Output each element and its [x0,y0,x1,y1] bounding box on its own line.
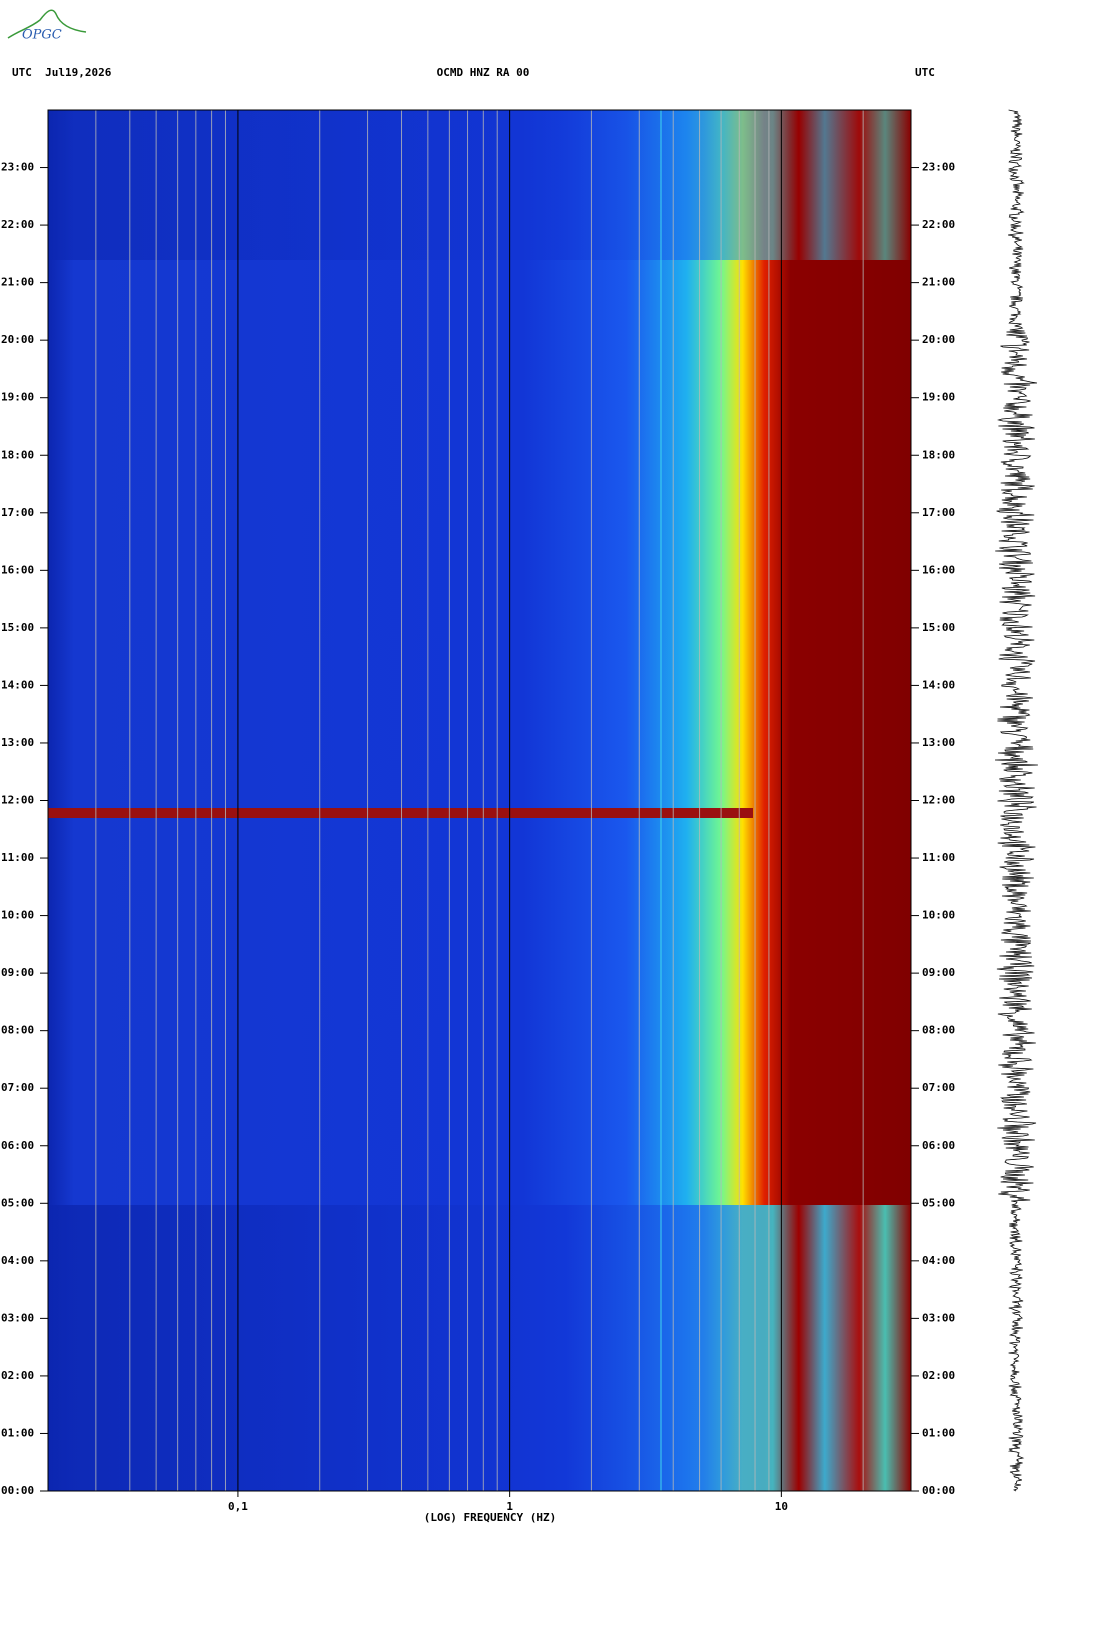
y-tick-label: 11:00 [922,851,955,864]
y-tick-label: 19:00 [1,391,34,404]
y-tick-label: 10:00 [922,909,955,922]
y-tick-label: 23:00 [922,161,955,174]
y-tick-label: 21:00 [1,276,34,289]
y-tick-label: 16:00 [1,563,34,576]
chart-title: OCMD HNZ RA 00 [437,66,530,79]
y-tick-label: 20:00 [1,333,34,346]
header-right: UTC [915,66,935,79]
y-tick-label: 13:00 [1,736,34,749]
y-tick-label: 13:00 [922,736,955,749]
y-tick-label: 20:00 [922,333,955,346]
y-tick-label: 06:00 [922,1139,955,1152]
y-tick-label: 12:00 [1,794,34,807]
y-tick-label: 00:00 [922,1484,955,1497]
y-tick-label: 12:00 [922,794,955,807]
y-tick-label: 15:00 [922,621,955,634]
y-tick-label: 15:00 [1,621,34,634]
y-tick-label: 16:00 [922,563,955,576]
y-tick-label: 09:00 [1,966,34,979]
y-tick-label: 08:00 [1,1024,34,1037]
y-tick-label: 02:00 [922,1369,955,1382]
y-tick-label: 10:00 [1,909,34,922]
x-tick-label: 0,1 [228,1500,248,1513]
y-tick-label: 05:00 [922,1196,955,1209]
transient-band [48,808,753,818]
y-tick-label: 11:00 [1,851,34,864]
y-tick-label: 17:00 [1,506,34,519]
y-tick-label: 04:00 [922,1254,955,1267]
y-tick-label: 22:00 [1,218,34,231]
y-tick-label: 05:00 [1,1196,34,1209]
y-tick-label: 07:00 [922,1081,955,1094]
y-tick-label: 01:00 [922,1426,955,1439]
y-tick-label: 17:00 [922,506,955,519]
y-tick-label: 03:00 [1,1311,34,1324]
y-tick-label: 01:00 [1,1426,34,1439]
x-tick-label: 1 [506,1500,513,1513]
y-tick-label: 21:00 [922,276,955,289]
seismogram-trace [994,109,1038,1492]
logo-swoosh [7,9,87,39]
y-tick-label: 18:00 [1,448,34,461]
spectrum-quiet-night [48,1205,911,1491]
x-axis-label: (LOG) FREQUENCY (HZ) [424,1511,556,1524]
y-tick-label: 09:00 [922,966,955,979]
plot-frame [47,109,912,1492]
y-tick-label: 07:00 [1,1081,34,1094]
y-tick-label: 08:00 [922,1024,955,1037]
y-tick-label: 23:00 [1,161,34,174]
y-tick-label: 04:00 [1,1254,34,1267]
y-tick-label: 02:00 [1,1369,34,1382]
header-left: UTC Jul19,2026 [12,66,112,79]
spectrogram [48,110,911,1491]
y-tick-label: 18:00 [922,448,955,461]
y-tick-label: 22:00 [922,218,955,231]
y-tick-label: 14:00 [922,678,955,691]
y-tick-label: 06:00 [1,1139,34,1152]
spectrum-quiet-evening [48,110,911,260]
y-tick-label: 14:00 [1,678,34,691]
x-tick-label: 10 [775,1500,788,1513]
y-tick-label: 00:00 [1,1484,34,1497]
y-tick-label: 03:00 [922,1311,955,1324]
y-tick-label: 19:00 [922,391,955,404]
logo-text: OPGC [22,28,62,43]
